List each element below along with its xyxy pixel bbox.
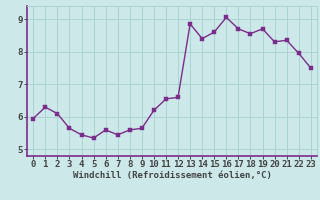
X-axis label: Windchill (Refroidissement éolien,°C): Windchill (Refroidissement éolien,°C) [73, 171, 271, 180]
